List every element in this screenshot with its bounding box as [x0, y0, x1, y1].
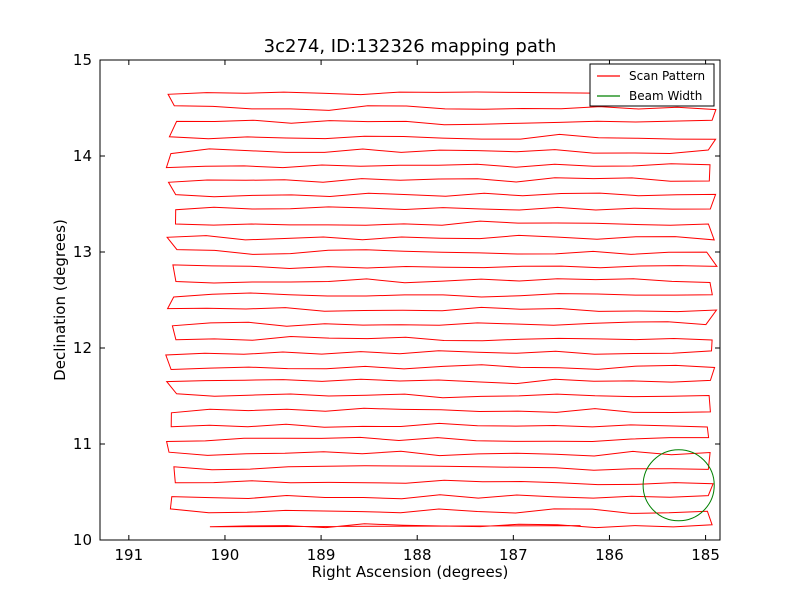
chart-title: 3c274, ID:132326 mapping path: [264, 36, 557, 57]
beam-width-circle: [642, 449, 715, 522]
plot-area: [165, 90, 718, 529]
y-tick-label: 11: [73, 435, 92, 453]
scan-pattern-line: [165, 90, 718, 529]
x-tick-label: 189: [307, 546, 336, 564]
legend: Scan Pattern Beam Width: [589, 63, 715, 107]
legend-box: [589, 63, 715, 107]
legend-label-scan-pattern: Scan Pattern: [629, 69, 705, 83]
x-tick-label: 188: [403, 546, 432, 564]
plot-frame: [99, 59, 721, 541]
x-tick-label: 190: [211, 546, 240, 564]
x-axis-title: Right Ascension (degrees): [312, 563, 509, 581]
x-tick-label: 185: [691, 546, 720, 564]
y-tick-label: 15: [73, 51, 92, 69]
y-tick-label: 10: [73, 531, 92, 549]
y-tick-label: 12: [73, 339, 92, 357]
y-tick-label: 14: [73, 147, 92, 165]
y-axis: 10 11 12 13 14 15: [73, 51, 720, 549]
x-tick-label: 191: [115, 546, 144, 564]
y-axis-title: Declination (degrees): [51, 219, 69, 381]
legend-label-beam-width: Beam Width: [629, 89, 702, 103]
y-tick-label: 13: [73, 243, 92, 261]
scan-pattern-series: [165, 90, 718, 529]
beam-width-series: [642, 449, 715, 522]
x-tick-label: 186: [595, 546, 624, 564]
x-axis: 191 190 189 188 187 186 185: [115, 60, 720, 564]
x-tick-label: 187: [499, 546, 528, 564]
